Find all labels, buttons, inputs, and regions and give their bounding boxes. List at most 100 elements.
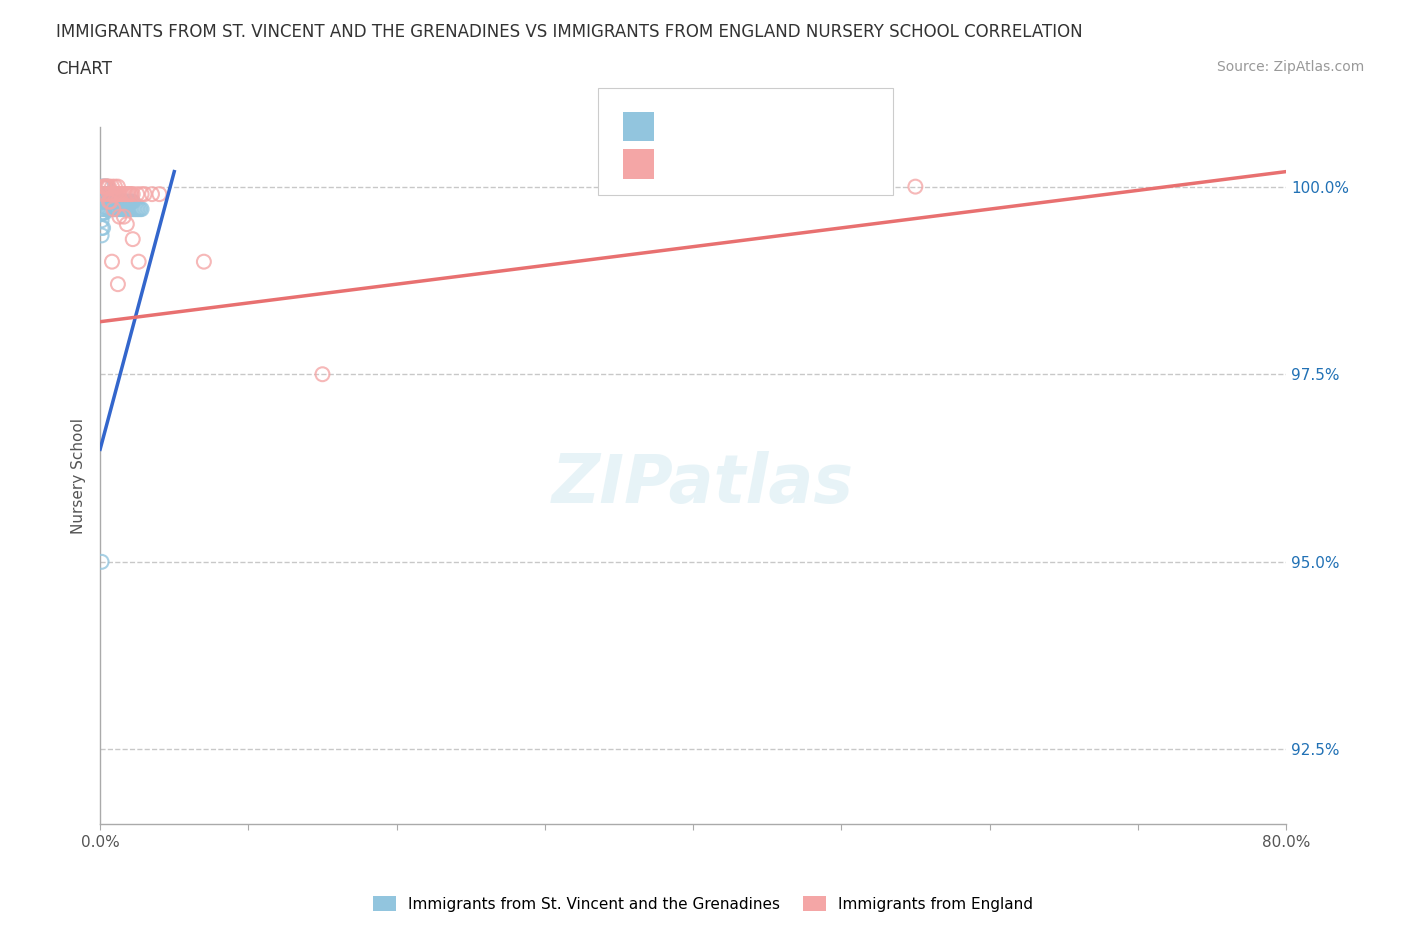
Point <box>98 187 121 202</box>
Point <box>101 179 124 194</box>
Text: R = 0.388    N = 72: R = 0.388 N = 72 <box>668 110 859 127</box>
Point <box>94 179 117 194</box>
Point <box>91 206 114 220</box>
Point <box>107 277 129 292</box>
Point <box>122 202 145 217</box>
Point <box>98 194 121 209</box>
Point <box>128 202 150 217</box>
Point <box>105 187 128 202</box>
Text: R = 0.071    N = 47: R = 0.071 N = 47 <box>668 147 859 165</box>
Point <box>103 194 125 209</box>
Point <box>121 187 143 202</box>
Point <box>98 179 121 194</box>
Point <box>114 187 136 202</box>
Point <box>117 187 139 202</box>
Point <box>117 194 139 209</box>
Point <box>101 187 124 202</box>
Point <box>107 179 129 194</box>
Point <box>108 187 131 202</box>
Point <box>105 194 128 209</box>
Point <box>94 187 117 202</box>
Point <box>121 194 143 209</box>
Point <box>91 220 114 235</box>
Point <box>93 202 115 217</box>
Point <box>127 187 149 202</box>
Point <box>131 187 153 202</box>
Text: IMMIGRANTS FROM ST. VINCENT AND THE GRENADINES VS IMMIGRANTS FROM ENGLAND NURSER: IMMIGRANTS FROM ST. VINCENT AND THE GREN… <box>56 23 1083 41</box>
Point <box>96 187 118 202</box>
Point <box>112 209 135 224</box>
Point <box>129 202 152 217</box>
Point <box>96 179 118 194</box>
Point <box>103 187 125 202</box>
Point <box>93 194 115 209</box>
Point <box>118 187 141 202</box>
Point <box>104 194 127 209</box>
Point <box>111 187 134 202</box>
Point <box>111 194 134 209</box>
Point <box>118 202 141 217</box>
Point <box>121 232 143 246</box>
Point <box>100 202 122 217</box>
Point <box>98 194 121 209</box>
Point <box>108 202 131 217</box>
Point <box>96 194 118 209</box>
Point <box>104 187 127 202</box>
Point <box>311 366 333 381</box>
Point <box>108 209 131 224</box>
Point <box>94 179 117 194</box>
Point <box>90 206 112 220</box>
Point <box>90 179 112 194</box>
Point <box>108 194 131 209</box>
Text: Source: ZipAtlas.com: Source: ZipAtlas.com <box>1216 60 1364 74</box>
Point <box>93 206 115 220</box>
Point <box>134 187 156 202</box>
Point <box>100 194 122 209</box>
Point <box>90 187 112 202</box>
Point <box>193 254 215 269</box>
Point <box>127 202 149 217</box>
Point <box>91 187 114 202</box>
Legend: Immigrants from St. Vincent and the Grenadines, Immigrants from England: Immigrants from St. Vincent and the Gren… <box>367 889 1039 918</box>
Point <box>90 554 112 569</box>
Point <box>96 179 118 194</box>
Point <box>93 179 115 194</box>
Point <box>103 187 125 202</box>
Point <box>114 202 136 217</box>
Point <box>107 202 129 217</box>
Point <box>115 187 138 202</box>
Point <box>101 194 124 209</box>
Point <box>101 254 124 269</box>
Point <box>128 254 150 269</box>
Point <box>107 187 129 202</box>
Point <box>110 194 132 209</box>
Point <box>112 202 135 217</box>
Point <box>104 187 127 202</box>
Text: ZIPatlas: ZIPatlas <box>553 451 853 516</box>
Point <box>96 179 118 194</box>
Point <box>115 194 138 209</box>
Point <box>104 179 127 194</box>
Point <box>120 202 142 217</box>
Point <box>107 194 129 209</box>
Point <box>110 187 132 202</box>
Point <box>94 187 117 202</box>
Point <box>91 202 114 217</box>
Point <box>93 179 115 194</box>
Point <box>98 202 121 217</box>
Point <box>112 194 135 209</box>
Point <box>90 228 112 243</box>
Point <box>121 202 143 217</box>
Point <box>100 194 122 209</box>
Point <box>131 202 153 217</box>
Point <box>125 202 148 217</box>
Point <box>115 217 138 232</box>
Point <box>103 202 125 217</box>
Point <box>112 187 135 202</box>
Point <box>94 194 117 209</box>
Point <box>90 213 112 228</box>
Point <box>90 206 112 220</box>
Point <box>91 194 114 209</box>
Point <box>93 187 115 202</box>
Text: CHART: CHART <box>56 60 112 78</box>
